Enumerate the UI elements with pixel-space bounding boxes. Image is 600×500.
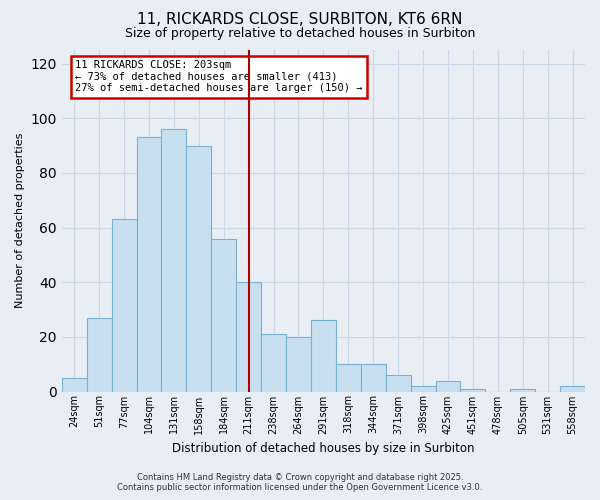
- Bar: [112, 220, 137, 392]
- Bar: [336, 364, 361, 392]
- X-axis label: Distribution of detached houses by size in Surbiton: Distribution of detached houses by size …: [172, 442, 475, 455]
- Bar: [386, 375, 410, 392]
- Text: Size of property relative to detached houses in Surbiton: Size of property relative to detached ho…: [125, 28, 475, 40]
- Bar: [261, 334, 286, 392]
- Y-axis label: Number of detached properties: Number of detached properties: [15, 133, 25, 308]
- Bar: [187, 146, 211, 392]
- Text: 11, RICKARDS CLOSE, SURBITON, KT6 6RN: 11, RICKARDS CLOSE, SURBITON, KT6 6RN: [137, 12, 463, 28]
- Bar: [87, 318, 112, 392]
- Bar: [161, 129, 187, 392]
- Bar: [211, 238, 236, 392]
- Bar: [560, 386, 585, 392]
- Text: Contains HM Land Registry data © Crown copyright and database right 2025.
Contai: Contains HM Land Registry data © Crown c…: [118, 473, 482, 492]
- Bar: [436, 380, 460, 392]
- Bar: [361, 364, 386, 392]
- Bar: [460, 389, 485, 392]
- Bar: [286, 337, 311, 392]
- Bar: [311, 320, 336, 392]
- Text: 11 RICKARDS CLOSE: 203sqm
← 73% of detached houses are smaller (413)
27% of semi: 11 RICKARDS CLOSE: 203sqm ← 73% of detac…: [75, 60, 362, 94]
- Bar: [236, 282, 261, 392]
- Bar: [62, 378, 87, 392]
- Bar: [137, 138, 161, 392]
- Bar: [510, 389, 535, 392]
- Bar: [410, 386, 436, 392]
